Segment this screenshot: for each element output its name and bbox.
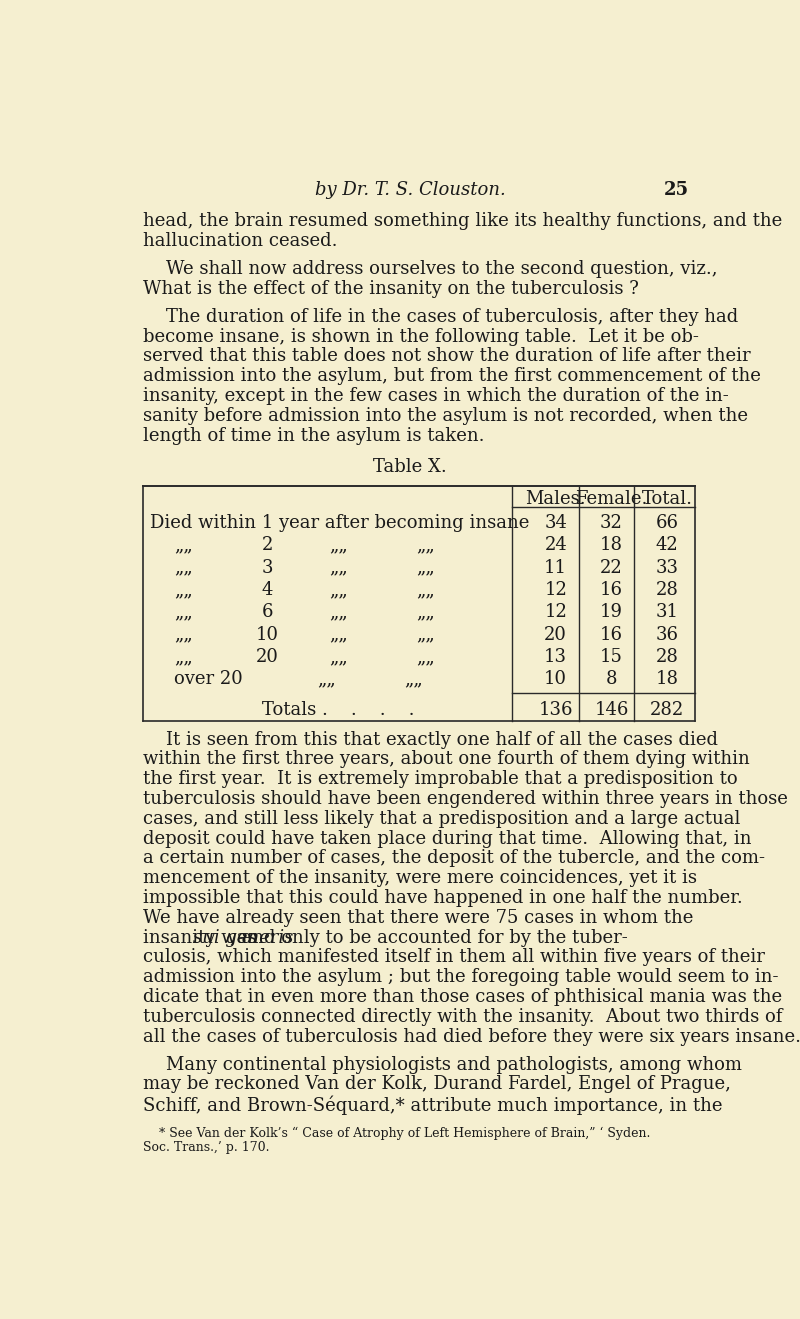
- Text: the first year.  It is extremely improbable that a predisposition to: the first year. It is extremely improbab…: [143, 770, 738, 789]
- Text: „„: „„: [416, 603, 435, 621]
- Text: impossible that this could have happened in one half the number.: impossible that this could have happened…: [143, 889, 743, 907]
- Text: 13: 13: [544, 648, 567, 666]
- Text: 18: 18: [656, 670, 679, 689]
- Text: 10: 10: [544, 670, 567, 689]
- Text: What is the effect of the insanity on the tuberculosis ?: What is the effect of the insanity on th…: [143, 280, 639, 298]
- Text: head, the brain resumed something like its healthy functions, and the: head, the brain resumed something like i…: [143, 212, 782, 231]
- Text: „„: „„: [317, 670, 336, 689]
- Text: „„: „„: [416, 580, 435, 599]
- Text: 12: 12: [544, 603, 567, 621]
- Text: * See Van der Kolk’s “ Case of Atrophy of Left Hemisphere of Brain,” ‘ Syden.: * See Van der Kolk’s “ Case of Atrophy o…: [143, 1128, 650, 1141]
- Text: Males.: Males.: [526, 489, 586, 508]
- Text: 11: 11: [544, 558, 567, 576]
- Text: insanity, except in the few cases in which the duration of the in-: insanity, except in the few cases in whi…: [143, 386, 729, 405]
- Text: Female.: Female.: [575, 489, 648, 508]
- Text: „„: „„: [416, 558, 435, 576]
- Text: 33: 33: [656, 558, 679, 576]
- Text: „„: „„: [330, 558, 348, 576]
- Text: within the first three years, about one fourth of them dying within: within the first three years, about one …: [143, 751, 750, 769]
- Text: „„: „„: [174, 536, 193, 554]
- Text: 282: 282: [650, 700, 685, 719]
- Text: 146: 146: [594, 700, 629, 719]
- Text: culosis, which manifested itself in them all within five years of their: culosis, which manifested itself in them…: [143, 948, 766, 967]
- Text: cases, and still less likely that a predisposition and a large actual: cases, and still less likely that a pred…: [143, 810, 741, 828]
- Text: 6: 6: [262, 603, 273, 621]
- Text: The duration of life in the cases of tuberculosis, after they had: The duration of life in the cases of tub…: [143, 307, 738, 326]
- Text: 10: 10: [256, 625, 279, 644]
- Text: all the cases of tuberculosis had died before they were six years insane.: all the cases of tuberculosis had died b…: [143, 1028, 800, 1046]
- Text: „„: „„: [404, 670, 422, 689]
- Text: „„: „„: [330, 625, 348, 644]
- Text: 24: 24: [544, 536, 567, 554]
- Text: 2: 2: [262, 536, 273, 554]
- Text: 36: 36: [656, 625, 679, 644]
- Text: tuberculosis connected directly with the insanity.  About two thirds of: tuberculosis connected directly with the…: [143, 1008, 782, 1026]
- Text: „„: „„: [416, 625, 435, 644]
- Text: 42: 42: [656, 536, 678, 554]
- Text: Table X.: Table X.: [373, 458, 447, 476]
- Text: 32: 32: [600, 513, 623, 532]
- Text: become insane, is shown in the following table.  Let it be ob-: become insane, is shown in the following…: [143, 327, 699, 346]
- Text: deposit could have taken place during that time.  Allowing that, in: deposit could have taken place during th…: [143, 830, 752, 848]
- Text: „„: „„: [174, 558, 193, 576]
- Text: Soc. Trans.,’ p. 170.: Soc. Trans.,’ p. 170.: [143, 1141, 270, 1154]
- Text: tuberculosis should have been engendered within three years in those: tuberculosis should have been engendered…: [143, 790, 788, 809]
- Text: 4: 4: [262, 580, 273, 599]
- Text: 34: 34: [544, 513, 567, 532]
- Text: a certain number of cases, the deposit of the tubercle, and the com-: a certain number of cases, the deposit o…: [143, 849, 766, 868]
- Text: 28: 28: [656, 648, 678, 666]
- Text: 31: 31: [656, 603, 679, 621]
- Text: admission into the asylum ; but the foregoing table would seem to in-: admission into the asylum ; but the fore…: [143, 968, 779, 987]
- Text: „„: „„: [174, 603, 193, 621]
- Text: by Dr. T. S. Clouston.: by Dr. T. S. Clouston.: [314, 181, 506, 199]
- Text: Died within 1 year after becoming insane: Died within 1 year after becoming insane: [150, 513, 529, 532]
- Text: 20: 20: [256, 648, 279, 666]
- Text: We have already seen that there were 75 cases in whom the: We have already seen that there were 75 …: [143, 909, 694, 927]
- Text: It is seen from this that exactly one half of all the cases died: It is seen from this that exactly one ha…: [143, 731, 718, 749]
- Text: 22: 22: [600, 558, 623, 576]
- Text: „„: „„: [330, 536, 348, 554]
- Text: Total.: Total.: [642, 489, 693, 508]
- Text: 20: 20: [544, 625, 567, 644]
- Text: 19: 19: [600, 603, 623, 621]
- Text: Schiff, and Brown-Séquard,* attribute much importance, in the: Schiff, and Brown-Séquard,* attribute mu…: [143, 1095, 723, 1115]
- Text: „„: „„: [174, 648, 193, 666]
- Text: „„: „„: [174, 580, 193, 599]
- Text: dicate that in even more than those cases of phthisical mania was the: dicate that in even more than those case…: [143, 988, 782, 1006]
- Text: may be reckoned Van der Kolk, Durand Fardel, Engel of Prague,: may be reckoned Van der Kolk, Durand Far…: [143, 1075, 731, 1093]
- Text: „„: „„: [416, 648, 435, 666]
- Text: 25: 25: [664, 181, 689, 199]
- Text: 16: 16: [600, 580, 623, 599]
- Text: 8: 8: [606, 670, 618, 689]
- Text: mencement of the insanity, were mere coincidences, yet it is: mencement of the insanity, were mere coi…: [143, 869, 698, 888]
- Text: sanity before admission into the asylum is not recorded, when the: sanity before admission into the asylum …: [143, 406, 749, 425]
- Text: 18: 18: [600, 536, 623, 554]
- Text: hallucination ceased.: hallucination ceased.: [143, 232, 338, 251]
- Text: 28: 28: [656, 580, 678, 599]
- Text: , and only to be accounted for by the tuber-: , and only to be accounted for by the tu…: [230, 929, 628, 947]
- Text: „„: „„: [330, 603, 348, 621]
- Text: 3: 3: [262, 558, 273, 576]
- Text: 16: 16: [600, 625, 623, 644]
- Text: Totals .    .    .    .: Totals . . . .: [262, 700, 415, 719]
- Text: Many continental physiologists and pathologists, among whom: Many continental physiologists and patho…: [143, 1055, 742, 1074]
- Text: 66: 66: [656, 513, 679, 532]
- Text: „„: „„: [174, 625, 193, 644]
- Text: 136: 136: [538, 700, 573, 719]
- Text: served that this table does not show the duration of life after their: served that this table does not show the…: [143, 347, 751, 365]
- Text: 15: 15: [600, 648, 623, 666]
- Text: 12: 12: [544, 580, 567, 599]
- Text: „„: „„: [330, 580, 348, 599]
- Text: We shall now address ourselves to the second question, viz.,: We shall now address ourselves to the se…: [143, 260, 718, 278]
- Text: „„: „„: [416, 536, 435, 554]
- Text: admission into the asylum, but from the first commencement of the: admission into the asylum, but from the …: [143, 367, 762, 385]
- Text: length of time in the asylum is taken.: length of time in the asylum is taken.: [143, 426, 485, 445]
- Text: „„: „„: [330, 648, 348, 666]
- Text: over 20: over 20: [174, 670, 243, 689]
- Text: sui generis: sui generis: [193, 929, 294, 947]
- Text: insanity was: insanity was: [143, 929, 262, 947]
